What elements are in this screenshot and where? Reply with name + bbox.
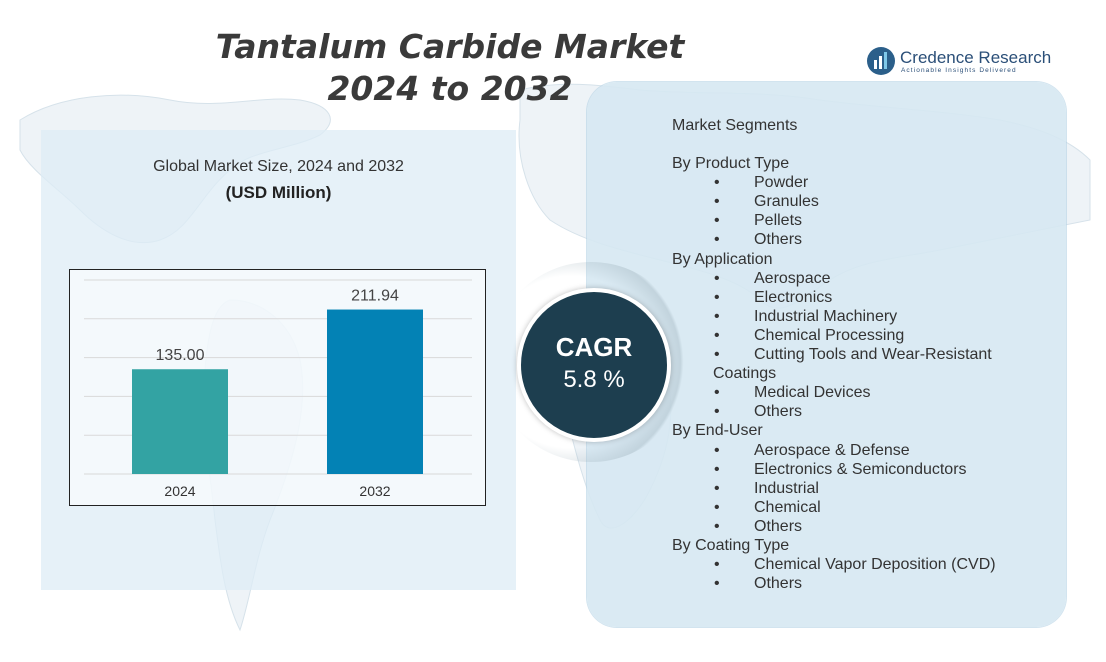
segment-item-label: Aerospace: [754, 269, 831, 287]
bullet-icon: •: [714, 556, 720, 574]
category-label: 2032: [359, 483, 390, 499]
bullet-icon: •: [714, 479, 720, 497]
segments-title: Market Segments: [672, 117, 798, 134]
bullet-icon: •: [714, 212, 720, 230]
cagr-label: CAGR: [555, 332, 633, 362]
segment-item-label: Electronics & Semiconductors: [754, 460, 967, 478]
segment-item: • Others: [672, 230, 1052, 249]
segment-item: • Pellets: [672, 211, 1052, 230]
segment-item: • Industrial Machinery: [672, 307, 1052, 326]
chart-title: Global Market Size, 2024 and 2032: [153, 158, 404, 175]
segment-heading: By Application: [672, 250, 773, 268]
cagr-value: 5.8 %: [563, 366, 625, 393]
bullet-icon: •: [714, 269, 720, 287]
bullet-icon: •: [714, 441, 720, 459]
bar-chart-logo-icon: [867, 47, 895, 75]
segment-item: • Chemical Vapor Deposition (CVD): [672, 555, 1052, 574]
bullet-icon: •: [714, 346, 720, 364]
segment-item-label: Aerospace & Defense: [754, 441, 910, 459]
bullet-icon: •: [714, 288, 720, 306]
segment-item-label: Powder: [754, 174, 809, 192]
segment-item-label: Industrial: [754, 479, 819, 497]
segment-item-label: Others: [754, 517, 803, 535]
segment-item: • Cutting Tools and Wear-Resistant: [672, 345, 1052, 364]
segment-heading: By Product Type: [672, 155, 790, 173]
bullet-icon: •: [714, 403, 720, 421]
bullet-icon: •: [714, 307, 720, 325]
segment-item-label: Industrial Machinery: [754, 307, 898, 325]
bar-2032: [327, 309, 423, 474]
segment-item-label: Cutting Tools and Wear-Resistant: [754, 346, 992, 364]
bullet-icon: •: [714, 517, 720, 535]
segment-item-continuation: Coatings: [713, 365, 777, 383]
segment-item: • Aerospace & Defense: [672, 441, 1052, 460]
bullet-icon: •: [714, 498, 720, 516]
segment-item: • Chemical Processing: [672, 326, 1052, 345]
segment-item: • Others: [672, 402, 1052, 421]
bullet-icon: •: [714, 174, 720, 192]
segment-item-label: Others: [754, 575, 803, 593]
segment-item-label: Chemical: [754, 498, 821, 516]
segment-item-label: Chemical Vapor Deposition (CVD): [754, 556, 996, 574]
bar-2024: [132, 369, 228, 474]
segment-item: • Others: [672, 574, 1052, 593]
bar-chart-svg: 135.00 2024 211.94 2032: [84, 279, 472, 499]
bullet-icon: •: [714, 326, 720, 344]
segment-item: • Aerospace: [672, 269, 1052, 288]
segment-item: • Powder: [672, 173, 1052, 192]
segment-item-label: Medical Devices: [754, 384, 871, 402]
bar-value-label: 211.94: [351, 288, 399, 305]
segment-item-label: Granules: [754, 193, 819, 211]
category-label: 2024: [164, 483, 195, 499]
segment-heading: By End-User: [672, 422, 763, 440]
bullet-icon: •: [714, 384, 720, 402]
bullet-icon: •: [714, 460, 720, 478]
segment-heading: By Coating Type: [672, 536, 790, 554]
segment-item-label: Pellets: [754, 212, 803, 230]
market-segments-list: Market Segments By Product Type • Powder • G…: [672, 116, 1052, 593]
segment-item-label: Electronics: [754, 288, 833, 306]
cagr-badge: CAGR 5.8 %: [517, 288, 671, 442]
segment-item-label: Others: [754, 403, 803, 421]
segment-item: • Others: [672, 517, 1052, 536]
bullet-icon: •: [714, 193, 720, 211]
bullet-icon: •: [714, 575, 720, 593]
segment-item: • Industrial: [672, 479, 1052, 498]
logo-tagline: Actionable Insights Delivered: [901, 67, 1017, 74]
segment-item: • Chemical: [672, 498, 1052, 517]
company-logo: Credence Research Actionable Insights De…: [866, 46, 1056, 80]
logo-name: Credence Research: [900, 48, 1052, 67]
bullet-icon: •: [714, 231, 720, 249]
title-line-2: 2024 to 2032: [327, 69, 573, 108]
segment-item: • Medical Devices: [672, 383, 1052, 402]
segment-item-label: Chemical Processing: [754, 326, 905, 344]
chart-unit: (USD Million): [225, 183, 332, 202]
bar-value-label: 135.00: [156, 347, 205, 364]
segment-item-label: Others: [754, 231, 803, 249]
segment-item: • Electronics: [672, 288, 1052, 307]
segment-item: • Electronics & Semiconductors: [672, 460, 1052, 479]
segment-item: • Granules: [672, 192, 1052, 211]
bar-chart: 135.00 2024 211.94 2032: [69, 269, 486, 506]
title-line-1: Tantalum Carbide Market: [215, 27, 685, 66]
page-title: Tantalum Carbide Market 2024 to 2032: [190, 26, 710, 110]
